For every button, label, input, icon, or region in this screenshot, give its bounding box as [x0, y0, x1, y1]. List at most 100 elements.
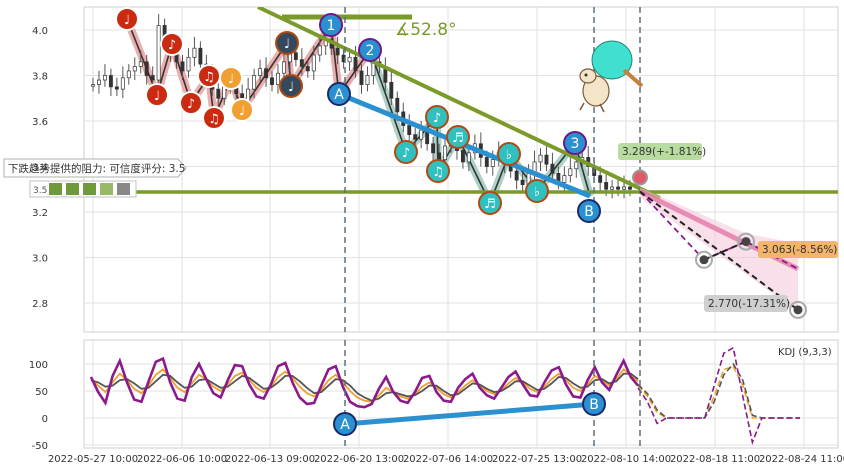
kdj-tick-label: 50	[35, 387, 48, 398]
note-glyph-icon: ♪	[433, 111, 441, 126]
note-glyph-icon: ♩	[124, 13, 130, 28]
note-marker-icon	[160, 32, 184, 56]
candle-body	[562, 175, 567, 183]
note-glyph-icon: ♫	[208, 112, 220, 127]
candle-body	[419, 129, 424, 140]
candle-body	[538, 154, 543, 163]
candle-body	[365, 75, 370, 85]
note-glyph-icon: ♪	[168, 38, 176, 53]
candle-body	[180, 61, 185, 72]
candle-body	[252, 75, 257, 90]
candle-body	[359, 70, 364, 85]
forecast-band	[640, 187, 798, 312]
candle-body	[276, 72, 280, 85]
kdj-point-a: A	[333, 412, 357, 436]
kdj-forecast-j	[637, 346, 800, 446]
x-tick-label: 2022-07-25 13:00	[492, 454, 582, 465]
kdj-line-j	[89, 356, 639, 409]
x-tick-label: 2022-08-18 11:00	[670, 454, 760, 465]
note-marker-icon	[497, 142, 521, 166]
forecast-label-3: 2.770(-17.31%)	[704, 295, 790, 312]
x-tick-label: 2022-06-13 09:00	[225, 454, 315, 465]
kdj-y-ticks: 100 50 0 -50	[29, 360, 48, 452]
wave-number-label: 1	[327, 18, 336, 34]
note-glyph-icon: ♭	[534, 185, 540, 200]
x-tick-label: 2022-08-10 14:00	[581, 454, 671, 465]
note-glyph-icon: ♩	[228, 72, 234, 87]
candle-body	[484, 157, 489, 167]
kdj-tick-label: 100	[29, 360, 48, 371]
rating-value: 3.5	[33, 186, 47, 196]
support-point-marker	[327, 82, 351, 106]
candle-body	[144, 61, 149, 76]
candle-body	[574, 161, 579, 170]
forecast-point	[699, 255, 709, 265]
candle-body	[395, 97, 400, 113]
price-tick-label: 3.4	[32, 163, 48, 174]
note-glyph-icon: ♭	[506, 148, 512, 163]
candle-body	[353, 56, 358, 72]
candle-body	[335, 47, 340, 56]
candle-body	[407, 125, 412, 136]
forecast-point-ring	[737, 232, 755, 251]
candle-body	[108, 75, 113, 88]
resistance-note: 下跌趋势提供的阻力: 可信度评分: 3.5	[8, 162, 185, 175]
candle-body	[550, 163, 555, 174]
candle-body	[544, 154, 549, 165]
candle-body	[138, 61, 143, 67]
candle-body	[192, 47, 197, 58]
svg-text:A: A	[340, 417, 350, 433]
note-marker-icon	[279, 74, 303, 98]
note-marker-icon	[275, 31, 299, 55]
candle-body	[305, 66, 310, 72]
candle-body	[460, 150, 465, 163]
forecast-label-1: 3.289(+-1.81%)	[618, 143, 706, 160]
candle-body	[413, 134, 418, 140]
note-marker-icon	[478, 191, 502, 215]
candle-body	[616, 186, 621, 190]
note-glyph-icon: ♩	[154, 89, 160, 104]
rating-badges: 3.5	[29, 180, 137, 198]
note-glyph-icon: ♩	[284, 37, 290, 52]
candle-body	[91, 84, 95, 87]
note-glyph-icon: ♪	[187, 97, 195, 112]
candle-body	[431, 143, 436, 154]
forecast-point	[741, 237, 751, 247]
price-panel	[83, 6, 839, 333]
candle-body	[466, 152, 471, 163]
note-marker-icon	[230, 98, 254, 122]
svg-text:B: B	[589, 397, 599, 413]
forecast-point	[793, 305, 803, 315]
candle-body	[216, 88, 221, 99]
candle-body	[311, 54, 316, 72]
note-glyph-icon: ♫	[203, 70, 215, 85]
forecast-path-mid	[703, 240, 747, 261]
rating-star-icon	[83, 183, 96, 195]
candle-body	[156, 25, 161, 81]
note-marker-icon	[115, 7, 139, 31]
note-marker-icon	[394, 140, 418, 164]
kdj-point-b: B	[582, 392, 606, 416]
forecast-point-ring	[695, 250, 713, 269]
support-point-marker	[577, 199, 601, 223]
rating-empty-star-icon	[117, 183, 130, 195]
candle-body	[622, 186, 626, 190]
price-tick-label: 3.0	[32, 254, 48, 265]
candle-body	[114, 86, 119, 90]
candle-body	[610, 186, 615, 190]
note-glyph-icon: ♬	[484, 197, 496, 212]
forecast-path-lower	[639, 190, 799, 311]
candle-body	[258, 68, 263, 76]
x-tick-label: 2022-07-06 14:00	[403, 454, 493, 465]
price-y-ticks: 4.0 3.8 3.6 3.4 3.2 3.0 2.8	[32, 26, 48, 310]
kdj-title: KDJ (9,3,3)	[778, 347, 832, 358]
svg-text:3.063(-8.56%): 3.063(-8.56%)	[762, 244, 837, 256]
kdj-tick-label: 0	[42, 414, 48, 425]
kdj-lines	[89, 346, 800, 446]
note-marker-icon	[426, 159, 450, 183]
support-point-label: A	[334, 87, 344, 103]
candle-body	[437, 152, 442, 161]
